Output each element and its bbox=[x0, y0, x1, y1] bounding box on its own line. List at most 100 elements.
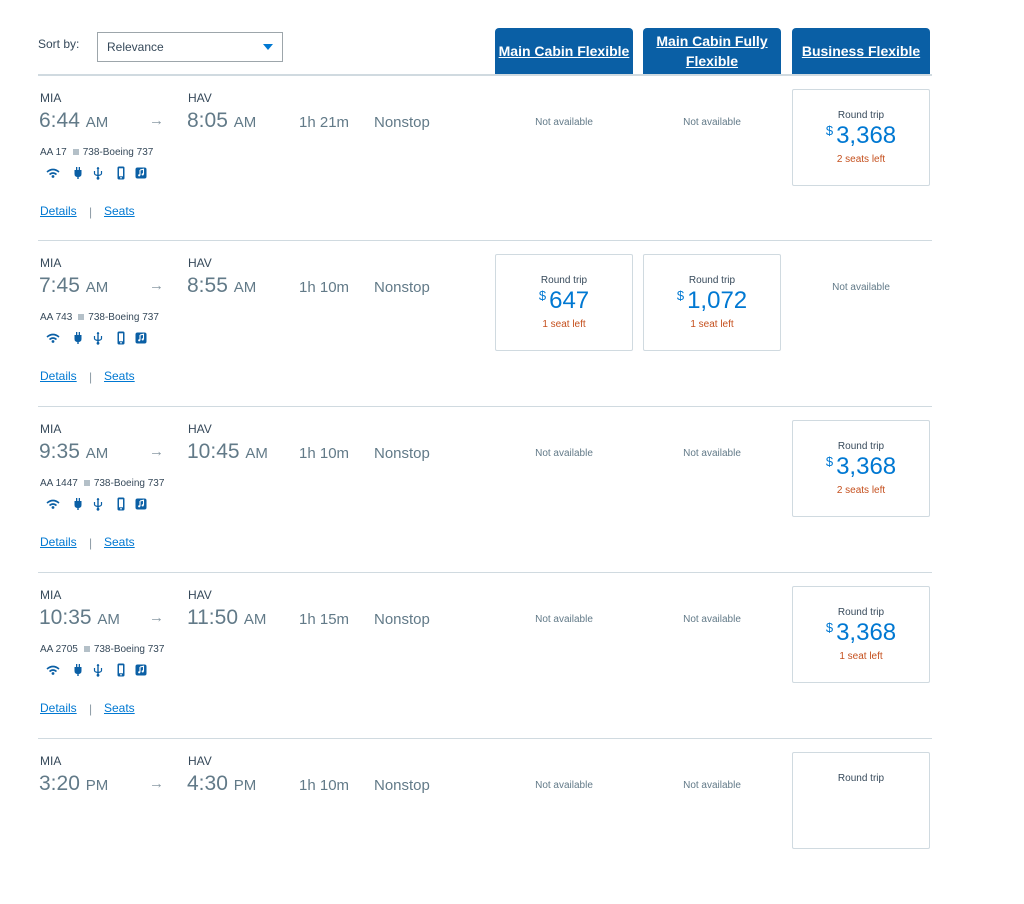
link-separator: | bbox=[89, 370, 93, 384]
departure-time-period: AM bbox=[85, 279, 109, 296]
currency-symbol: $ bbox=[825, 123, 834, 138]
details-link[interactable]: Details bbox=[40, 701, 77, 715]
flight-info: AA 2705 738-Boeing 737 bbox=[40, 644, 164, 655]
wifi-icon bbox=[46, 331, 60, 345]
seats-left: 1 seat left bbox=[690, 319, 734, 330]
flight-info: AA 1447 738-Boeing 737 bbox=[40, 478, 164, 489]
stops-label: Nonstop bbox=[374, 114, 430, 131]
departure-time-value: 3:20 bbox=[39, 772, 80, 795]
fare-not-available: Not available bbox=[535, 780, 593, 791]
stops-label: Nonstop bbox=[374, 445, 430, 462]
entertainment-icon bbox=[134, 166, 148, 180]
aircraft-type: 738-Boeing 737 bbox=[82, 147, 154, 158]
fare-price: $3,368 bbox=[793, 619, 929, 647]
details-link[interactable]: Details bbox=[40, 535, 77, 549]
fare-trip-type: Round trip bbox=[540, 275, 588, 286]
row-divider bbox=[38, 75, 932, 76]
mobile-device-icon bbox=[114, 663, 128, 677]
separator-dot bbox=[83, 479, 90, 486]
arrival-time-period: AM bbox=[245, 445, 268, 462]
fare-button[interactable]: Round trip $3,368 2 seats left bbox=[792, 89, 930, 186]
entertainment-icon bbox=[134, 663, 148, 677]
flight-info: AA 17 738-Boeing 737 bbox=[40, 147, 153, 158]
arrival-time-period: AM bbox=[233, 114, 257, 131]
currency-symbol: $ bbox=[676, 288, 685, 303]
departure-time: 7:45 AM bbox=[39, 274, 108, 298]
departure-time-period: PM bbox=[85, 777, 109, 794]
arrival-time: 8:05 AM bbox=[187, 109, 256, 133]
flight-number: AA 17 bbox=[40, 147, 67, 158]
row-divider bbox=[38, 572, 932, 573]
fare-button[interactable]: Round trip $3,368 2 seats left bbox=[792, 420, 930, 517]
fare-price: $3,368 bbox=[793, 122, 929, 150]
flight-row: MIA HAV 3:20 PM → 4:30 PM 1h 10m Nonstop Not av… bbox=[0, 738, 1024, 904]
arrival-time: 10:45 AM bbox=[187, 440, 268, 464]
departure-time: 3:20 PM bbox=[39, 772, 108, 796]
power-outlet-icon bbox=[71, 663, 85, 677]
flight-duration: 1h 15m bbox=[299, 611, 350, 628]
row-divider bbox=[38, 406, 932, 407]
flight-duration: 1h 21m bbox=[299, 114, 350, 131]
departure-airport-code: MIA bbox=[40, 754, 62, 768]
price-value: 3,368 bbox=[836, 619, 897, 646]
arrival-time-period: AM bbox=[233, 279, 257, 296]
seats-link[interactable]: Seats bbox=[104, 204, 135, 218]
fare-button[interactable]: Round trip bbox=[792, 752, 930, 849]
stops-label: Nonstop bbox=[374, 611, 430, 628]
fare-button[interactable]: Round trip $1,072 1 seat left bbox=[643, 254, 781, 351]
seats-left: 1 seat left bbox=[839, 651, 883, 662]
seats-link[interactable]: Seats bbox=[104, 701, 135, 715]
usb-icon bbox=[91, 166, 105, 180]
sort-select[interactable]: Relevance bbox=[97, 32, 283, 62]
arrival-airport-code: HAV bbox=[188, 588, 212, 602]
arrival-time-period: PM bbox=[233, 777, 257, 794]
price-value: 3,368 bbox=[836, 122, 897, 149]
fare-trip-type: Round trip bbox=[837, 773, 885, 784]
flight-number: AA 1447 bbox=[40, 478, 78, 489]
arrival-time: 11:50 AM bbox=[187, 606, 266, 630]
price-value: 647 bbox=[549, 287, 590, 314]
fare-button[interactable]: Round trip $647 1 seat left bbox=[495, 254, 633, 351]
stops-label: Nonstop bbox=[374, 279, 430, 296]
arrival-time-value: 8:05 bbox=[187, 109, 228, 132]
seats-left: 2 seats left bbox=[836, 154, 886, 165]
fare-not-available: Not available bbox=[683, 614, 741, 625]
arrow-right-icon: → bbox=[149, 277, 164, 294]
flight-number: AA 743 bbox=[40, 312, 73, 323]
usb-icon bbox=[91, 497, 105, 511]
flight-row: MIA HAV 9:35 AM → 10:45 AM 1h 10m Nonstop AA 14… bbox=[0, 406, 1024, 572]
arrow-right-icon: → bbox=[149, 775, 164, 792]
departure-time-period: AM bbox=[85, 445, 109, 462]
fare-button[interactable]: Round trip $3,368 1 seat left bbox=[792, 586, 930, 683]
fare-not-available: Not available bbox=[535, 614, 593, 625]
fare-not-available: Not available bbox=[832, 282, 890, 293]
departure-time-value: 10:35 bbox=[39, 606, 92, 629]
departure-time: 6:44 AM bbox=[39, 109, 108, 133]
departure-time-value: 7:45 bbox=[39, 274, 80, 297]
departure-time-value: 6:44 bbox=[39, 109, 80, 132]
tab-business-flexible[interactable]: Business Flexible bbox=[792, 28, 930, 74]
details-link[interactable]: Details bbox=[40, 369, 77, 383]
seats-link[interactable]: Seats bbox=[104, 535, 135, 549]
tab-main-cabin-fully-flexible[interactable]: Main Cabin Fully Flexible bbox=[643, 28, 781, 74]
usb-icon bbox=[91, 331, 105, 345]
fare-not-available: Not available bbox=[535, 117, 593, 128]
wifi-icon bbox=[46, 166, 60, 180]
arrival-time: 8:55 AM bbox=[187, 274, 256, 298]
aircraft-type: 738-Boeing 737 bbox=[93, 478, 165, 489]
mobile-device-icon bbox=[114, 497, 128, 511]
sort-by-label: Sort by: bbox=[38, 37, 80, 51]
arrival-airport-code: HAV bbox=[188, 754, 212, 768]
fare-not-available: Not available bbox=[535, 448, 593, 459]
flight-duration: 1h 10m bbox=[299, 445, 350, 462]
seats-link[interactable]: Seats bbox=[104, 369, 135, 383]
departure-time: 9:35 AM bbox=[39, 440, 108, 464]
details-link[interactable]: Details bbox=[40, 204, 77, 218]
arrival-time-value: 4:30 bbox=[187, 772, 228, 795]
tab-main-cabin-flexible[interactable]: Main Cabin Flexible bbox=[495, 28, 633, 74]
link-separator: | bbox=[89, 536, 93, 550]
power-outlet-icon bbox=[71, 497, 85, 511]
flight-row: MIA HAV 7:45 AM → 8:55 AM 1h 10m Nonstop AA 743… bbox=[0, 240, 1024, 406]
aircraft-type: 738-Boeing 737 bbox=[88, 312, 159, 323]
separator-dot bbox=[72, 148, 79, 155]
